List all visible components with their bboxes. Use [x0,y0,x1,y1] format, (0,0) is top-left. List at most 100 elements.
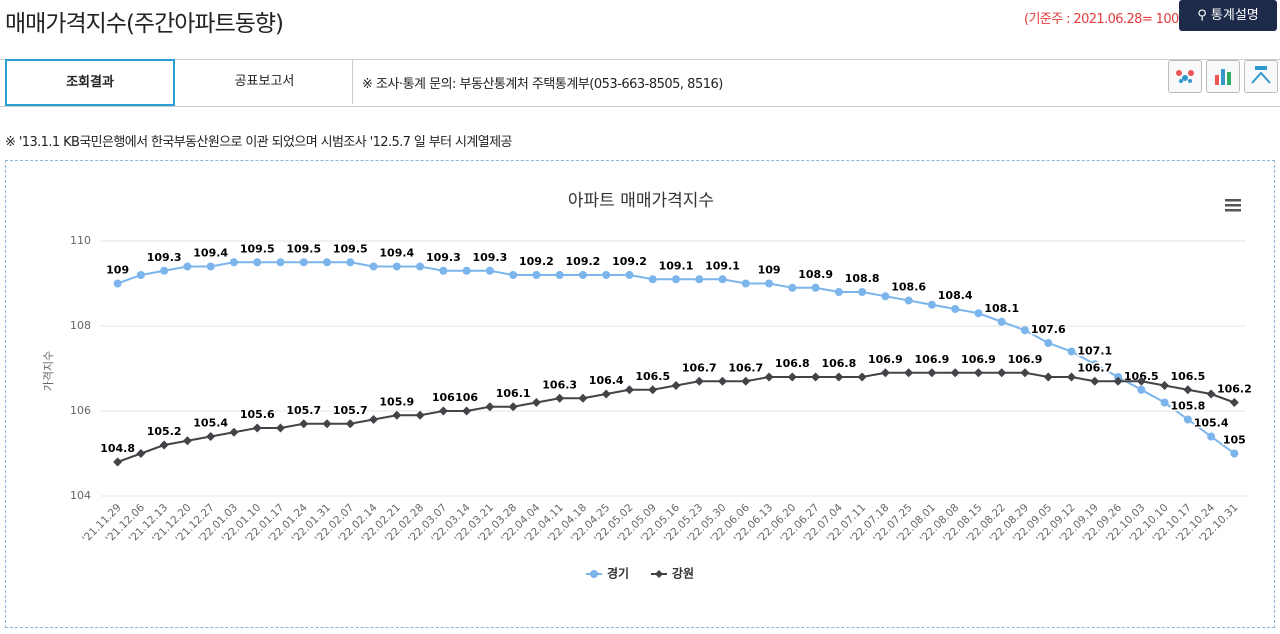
tab[interactable]: 공표보고서 [177,60,353,104]
chart-box: 아파트 매매가격지수 가격지수 104 106 108 110'21.11.29'21… [5,160,1275,628]
data-label: 109.4 [193,247,228,260]
point [392,410,402,420]
point [764,372,774,382]
icon [1251,66,1271,84]
data-label: 106 [432,391,455,404]
y-tick-label: 108 [70,319,91,332]
data-label: 105.4 [193,417,228,430]
point [1067,372,1077,382]
point [1090,360,1099,369]
point [881,292,890,301]
legend-marker [590,570,598,578]
data-label: 106 [455,391,478,404]
point [1183,415,1192,424]
tab[interactable]: 조회결과 [5,59,175,106]
bar-icon[interactable] [1206,60,1240,93]
data-label: 106.1 [496,387,531,400]
point [765,279,774,288]
point [624,385,634,395]
button-label: 통계설명 [1210,8,1259,23]
point [252,423,262,433]
point [625,271,634,279]
data-label: 106.2 [1217,383,1252,396]
data-label: 109.5 [240,242,275,255]
point [369,262,378,271]
point [322,419,332,429]
icon [1215,69,1231,85]
point [555,393,565,403]
scatter-icon[interactable] [1168,60,1202,93]
point [369,415,379,424]
source-note: ※ '13.1.1 KB국민은행에서 한국부동산원으로 이관 되었으며 시범조사… [5,135,512,150]
point [834,372,844,382]
point [694,376,704,386]
point [950,368,960,378]
point [485,402,495,412]
point [416,262,425,271]
point [1020,326,1029,335]
point [113,279,122,288]
point [1207,432,1216,441]
chart-title: 아파트 매매가격지수 [568,191,714,211]
point [1183,385,1193,395]
point [672,275,680,284]
icon [1176,70,1194,83]
point [182,436,192,446]
point [1090,376,1100,386]
point [1206,389,1216,399]
point [531,398,541,407]
point [253,258,262,267]
data-label: 109.1 [659,259,694,272]
data-label: 106.7 [682,361,717,374]
point [508,402,518,412]
point [997,368,1007,378]
data-label: 107.1 [1077,344,1112,357]
point [951,305,960,313]
data-label: 108.1 [984,302,1019,315]
contact-note: ※ 조사·통계 문의: 부동산통계처 주택통계부(053-663-8505, 8… [362,77,723,92]
point [1136,376,1146,386]
legend-label[interactable]: 경기 [607,566,629,581]
point [880,368,890,378]
table-icon[interactable] [1244,60,1278,93]
data-label: 106.9 [915,353,950,366]
point [1229,398,1239,407]
point [648,275,657,284]
data-label: 108.6 [891,281,926,294]
point [159,440,169,450]
data-label: 109.5 [333,242,368,255]
data-label: 108.9 [798,268,833,281]
point [1020,368,1030,378]
data-label: 109 [758,264,781,277]
point [787,372,797,382]
data-label: 108.4 [938,289,973,302]
series-line [117,261,1235,455]
point [229,258,238,267]
point [206,262,215,271]
data-label: 106.7 [728,361,763,374]
menu-icon[interactable] [1225,199,1241,212]
legend-marker [655,570,663,578]
data-label: 105.2 [147,425,182,438]
data-label: 109.1 [705,259,740,272]
data-label: 109 [106,264,129,277]
point [439,266,448,275]
data-label: 105.8 [1170,400,1205,413]
data-label: 109.3 [472,251,507,264]
stat-desc-button[interactable]: ⚲ 통계설명 [1179,0,1277,31]
data-label: 105.4 [1194,417,1229,430]
point [276,258,285,267]
data-label: 105.7 [333,404,368,417]
point [671,381,681,390]
point [741,279,750,288]
data-label: 109.3 [426,251,461,264]
point [904,296,913,305]
point [346,258,355,267]
point [1230,449,1239,458]
point [904,368,914,378]
legend-label[interactable]: 강원 [672,567,694,581]
point [438,406,448,416]
data-label: 109.5 [286,242,321,255]
point [974,309,983,318]
data-label: 105.7 [286,404,321,417]
